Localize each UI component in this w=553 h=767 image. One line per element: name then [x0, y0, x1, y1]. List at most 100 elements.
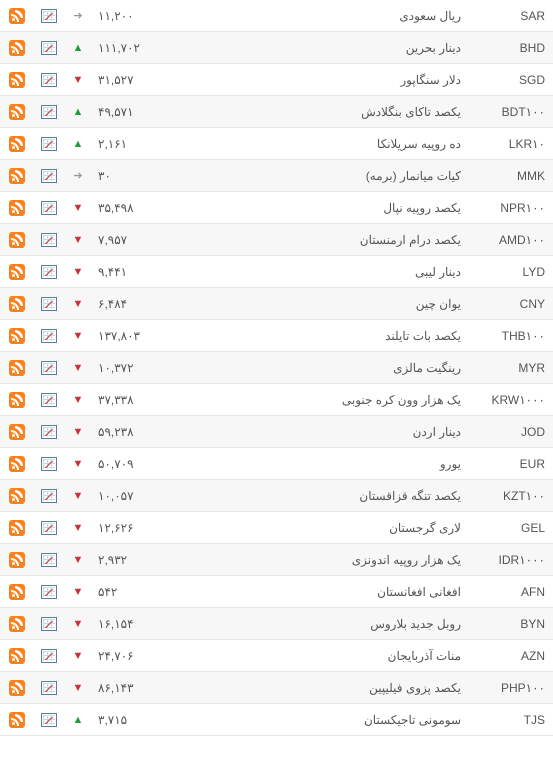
rss-button[interactable]: [0, 200, 34, 216]
chart-icon: [41, 201, 57, 215]
chart-icon: [41, 617, 57, 631]
currency-value: ۸۶,۱۴۳: [92, 681, 182, 695]
chart-button[interactable]: [34, 680, 64, 695]
trend-up-icon: ▲: [64, 138, 92, 150]
currency-name: لاری گرجستان: [182, 521, 465, 535]
chart-button[interactable]: [34, 200, 64, 215]
trend-down-icon: ▼: [64, 202, 92, 214]
currency-name: افغانی افغانستان: [182, 585, 465, 599]
chart-button[interactable]: [34, 360, 64, 375]
chart-icon: [41, 73, 57, 87]
trend-down-icon: ▼: [64, 458, 92, 470]
chart-icon: [41, 489, 57, 503]
trend-down-icon: ▼: [64, 362, 92, 374]
rss-button[interactable]: [0, 520, 34, 536]
chart-button[interactable]: [34, 584, 64, 599]
chart-button[interactable]: [34, 40, 64, 55]
chart-button[interactable]: [34, 168, 64, 183]
chart-button[interactable]: [34, 488, 64, 503]
table-row: BYNروبل جدید بلاروس۱۶,۱۵۴▼: [0, 608, 553, 640]
chart-button[interactable]: [34, 72, 64, 87]
table-row: IDR۱۰۰۰یک هزار روپیه اندونزی۲,۹۳۲▼: [0, 544, 553, 576]
currency-code: KRW۱۰۰۰: [465, 393, 553, 407]
rss-icon: [9, 232, 25, 248]
chart-button[interactable]: [34, 232, 64, 247]
chart-button[interactable]: [34, 104, 64, 119]
table-row: PHP۱۰۰یکصد پزوی فیلیپین۸۶,۱۴۳▼: [0, 672, 553, 704]
chart-button[interactable]: [34, 520, 64, 535]
chart-button[interactable]: [34, 264, 64, 279]
rss-button[interactable]: [0, 264, 34, 280]
rss-button[interactable]: [0, 232, 34, 248]
rss-button[interactable]: [0, 424, 34, 440]
rss-button[interactable]: [0, 328, 34, 344]
chart-button[interactable]: [34, 136, 64, 151]
chart-button[interactable]: [34, 296, 64, 311]
currency-code: AZN: [465, 649, 553, 663]
currency-name: دینار بحرین: [182, 41, 465, 55]
rss-button[interactable]: [0, 488, 34, 504]
currency-name: رینگیت مالزی: [182, 361, 465, 375]
rss-button[interactable]: [0, 104, 34, 120]
chart-icon: [41, 265, 57, 279]
chart-button[interactable]: [34, 456, 64, 471]
rss-icon: [9, 296, 25, 312]
currency-code: SGD: [465, 73, 553, 87]
rss-button[interactable]: [0, 648, 34, 664]
currency-code: GEL: [465, 521, 553, 535]
rss-button[interactable]: [0, 136, 34, 152]
chart-button[interactable]: [34, 552, 64, 567]
currency-name: سومونی تاجیکستان: [182, 713, 465, 727]
chart-icon: [41, 393, 57, 407]
rss-button[interactable]: [0, 456, 34, 472]
currency-code: CNY: [465, 297, 553, 311]
rss-icon: [9, 456, 25, 472]
chart-button[interactable]: [34, 616, 64, 631]
currency-value: ۵۰,۷۰۹: [92, 457, 182, 471]
currency-name: روبل جدید بلاروس: [182, 617, 465, 631]
table-row: THB۱۰۰یکصد بات تایلند۱۳۷,۸۰۳▼: [0, 320, 553, 352]
currency-code: IDR۱۰۰۰: [465, 553, 553, 567]
currency-name: یکصد درام ارمنستان: [182, 233, 465, 247]
trend-down-icon: ▼: [64, 682, 92, 694]
rss-button[interactable]: [0, 8, 34, 24]
table-row: AFNافغانی افغانستان۵۴۲▼: [0, 576, 553, 608]
currency-code: THB۱۰۰: [465, 329, 553, 343]
rss-button[interactable]: [0, 616, 34, 632]
chart-button[interactable]: [34, 328, 64, 343]
currency-code: MYR: [465, 361, 553, 375]
chart-icon: [41, 9, 57, 23]
currency-name: یکصد تاکای بنگلادش: [182, 105, 465, 119]
currency-code: AFN: [465, 585, 553, 599]
table-row: SGDدلار سنگاپور۳۱,۵۲۷▼: [0, 64, 553, 96]
chart-button[interactable]: [34, 712, 64, 727]
currency-value: ۳۵,۴۹۸: [92, 201, 182, 215]
rss-button[interactable]: [0, 168, 34, 184]
chart-icon: [41, 425, 57, 439]
rss-button[interactable]: [0, 360, 34, 376]
rss-button[interactable]: [0, 296, 34, 312]
chart-button[interactable]: [34, 392, 64, 407]
currency-table: SARریال سعودی۱۱,۲۰۰➔BHDدینار بحرین۱۱۱,۷۰…: [0, 0, 553, 736]
trend-up-icon: ▲: [64, 106, 92, 118]
rss-button[interactable]: [0, 392, 34, 408]
rss-icon: [9, 552, 25, 568]
rss-button[interactable]: [0, 584, 34, 600]
currency-value: ۴۹,۵۷۱: [92, 105, 182, 119]
rss-button[interactable]: [0, 40, 34, 56]
rss-button[interactable]: [0, 680, 34, 696]
trend-up-icon: ▲: [64, 714, 92, 726]
chart-icon: [41, 297, 57, 311]
currency-name: یکصد روپیه نپال: [182, 201, 465, 215]
chart-button[interactable]: [34, 424, 64, 439]
rss-button[interactable]: [0, 552, 34, 568]
chart-button[interactable]: [34, 8, 64, 23]
chart-button[interactable]: [34, 648, 64, 663]
currency-name: کیات میانمار (برمه): [182, 169, 465, 183]
currency-name: یورو: [182, 457, 465, 471]
rss-button[interactable]: [0, 72, 34, 88]
rss-button[interactable]: [0, 712, 34, 728]
chart-icon: [41, 681, 57, 695]
chart-icon: [41, 137, 57, 151]
rss-icon: [9, 520, 25, 536]
